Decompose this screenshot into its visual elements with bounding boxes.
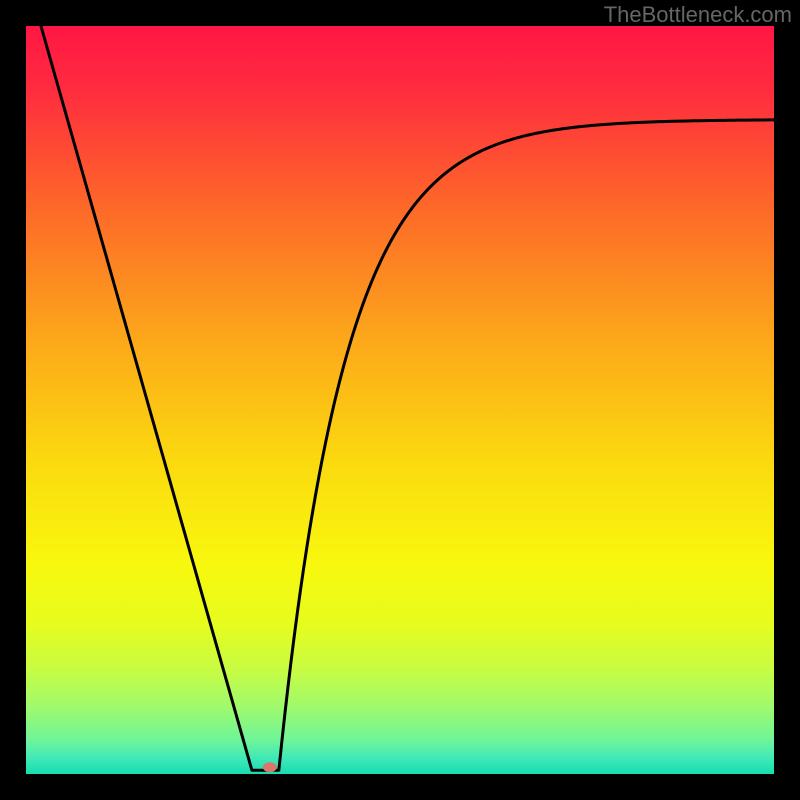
chart-container: TheBottleneck.com bbox=[0, 0, 800, 800]
watermark-text: TheBottleneck.com bbox=[604, 2, 792, 28]
gradient-panel bbox=[26, 26, 774, 774]
optimal-point-marker bbox=[263, 762, 277, 772]
bottleneck-chart bbox=[0, 0, 800, 800]
